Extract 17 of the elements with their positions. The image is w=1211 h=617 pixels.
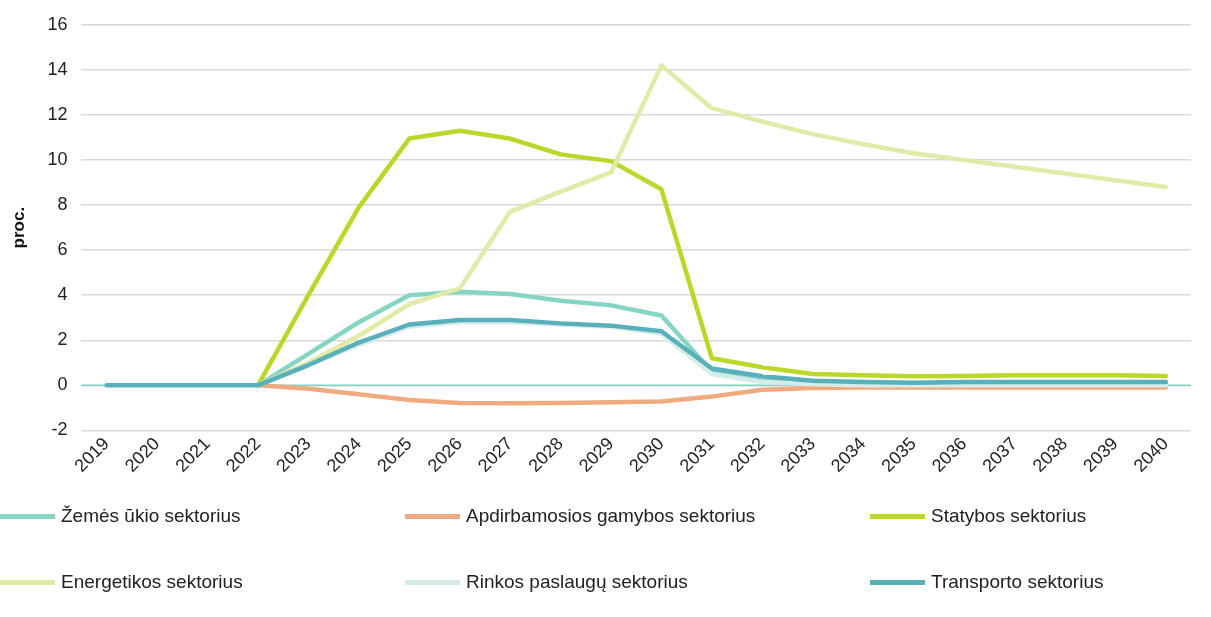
- y-tick-label: -2: [51, 419, 68, 440]
- legend-label: Apdirbamosios gamybos sektorius: [466, 505, 756, 527]
- legend-label: Žemės ūkio sektorius: [61, 505, 241, 527]
- y-tick-label: 8: [57, 194, 68, 215]
- y-tick-label: 16: [47, 13, 68, 34]
- y-tick-label: 6: [57, 239, 68, 260]
- y-tick-label: 0: [57, 374, 68, 395]
- legend-label: Energetikos sektorius: [61, 571, 243, 593]
- legend-label: Statybos sektorius: [931, 505, 1087, 527]
- y-tick-label: 14: [47, 58, 68, 79]
- legend-label: Transporto sektorius: [931, 571, 1104, 593]
- y-tick-label: 10: [47, 148, 68, 169]
- legend-label: Rinkos paslaugų sektorius: [466, 571, 688, 593]
- y-tick-label: 4: [57, 284, 68, 305]
- y-axis-title: proc.: [8, 206, 28, 249]
- y-tick-label: 2: [57, 329, 68, 350]
- y-tick-label: 12: [47, 103, 68, 124]
